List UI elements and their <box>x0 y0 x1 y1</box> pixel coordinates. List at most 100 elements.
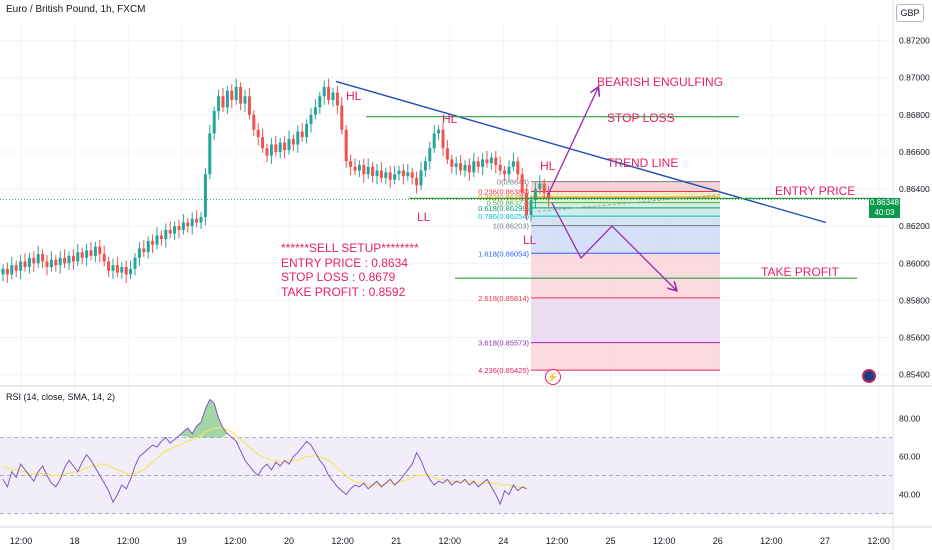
candle-body <box>375 170 379 177</box>
candle-body <box>212 111 216 134</box>
label-hl-3: HL <box>540 159 556 173</box>
fibonacci-retracement[interactable]: 0(0.8644)0.236(0.86387)0.382(0.86357)0.5… <box>478 178 720 375</box>
time-tick-label: 12:00 <box>546 536 569 546</box>
price-tick-label: 0.87200 <box>899 36 930 46</box>
time-tick-label: 12:00 <box>224 536 247 546</box>
candle-body <box>10 265 14 275</box>
fib-zone <box>531 197 720 203</box>
rsi-ma-line <box>2 427 527 488</box>
candle-body <box>85 250 89 258</box>
candle-body <box>305 124 309 138</box>
price-tick-label: 0.85800 <box>899 295 930 305</box>
price-tick-label: 0.86800 <box>899 110 930 120</box>
price-tick-label: 0.85600 <box>899 333 930 343</box>
candle-body <box>472 161 476 173</box>
rsi-title[interactable]: RSI (14, close, SMA, 14, 2) <box>6 392 116 402</box>
rsi-tick-label: 60.00 <box>899 452 921 462</box>
current-price-badge: 0.86348 40:03 <box>869 198 900 218</box>
candle-body <box>283 142 287 151</box>
fib-level-label: 1(0.86203) <box>493 222 530 231</box>
candle-body <box>538 183 542 190</box>
symbol-title[interactable]: Euro / British Pound, 1h, FXCM <box>6 4 146 15</box>
candle-body <box>296 131 300 145</box>
candle-body <box>437 129 441 134</box>
candle-body <box>107 261 111 271</box>
label-stop-loss: STOP LOSS <box>607 111 675 125</box>
candle-body <box>256 129 260 138</box>
grid <box>0 22 893 520</box>
candle-body <box>274 144 278 152</box>
candle-body <box>423 161 427 171</box>
fib-level-label: 0.236(0.86387) <box>478 187 529 196</box>
candle-body <box>494 157 498 165</box>
candle-body <box>384 172 388 178</box>
candle-body <box>45 261 49 268</box>
rsi-line <box>2 398 527 506</box>
candle-body <box>54 259 58 266</box>
lightning-icon[interactable]: ⚡ <box>545 369 561 385</box>
candle-body <box>450 159 454 167</box>
candle-body <box>230 90 234 100</box>
candle-body <box>5 268 9 275</box>
rsi-tick-label: 40.00 <box>899 490 921 500</box>
candle-body <box>41 254 45 262</box>
candle-body <box>168 229 172 234</box>
candle-body <box>503 170 507 175</box>
fib-zone <box>531 216 720 226</box>
setup-entry: ENTRY PRICE : 0.8634 <box>281 255 408 270</box>
candle-body <box>287 138 291 151</box>
candle-body <box>507 166 511 175</box>
candle-body <box>124 267 128 275</box>
candle-body <box>115 265 119 273</box>
time-tick-label: 12:00 <box>867 536 890 546</box>
candle-body <box>481 159 485 167</box>
candle-body <box>520 174 524 193</box>
candle-body <box>533 189 537 201</box>
candle-body <box>489 157 493 164</box>
candle-body <box>225 90 229 108</box>
candle-body <box>186 222 190 227</box>
candle-body <box>498 164 502 171</box>
candle-body <box>89 250 93 256</box>
candle-body <box>146 241 150 253</box>
candle-body <box>476 161 480 167</box>
candle-body <box>129 268 133 275</box>
candle-body <box>467 164 471 173</box>
candle-body <box>1 268 5 275</box>
candle-body <box>203 174 207 217</box>
candle-body <box>243 96 247 104</box>
candle-body <box>195 218 199 223</box>
fib-zone <box>531 297 720 343</box>
candle-body <box>252 114 256 130</box>
candle-body <box>32 257 36 264</box>
setup-stop: STOP LOSS : 0.8679 <box>281 270 396 285</box>
price-tick-label: 0.86400 <box>899 184 930 194</box>
fib-zone <box>531 202 720 208</box>
candle-body <box>133 257 137 269</box>
label-ll-2: LL <box>523 233 537 247</box>
drawing-overlay[interactable] <box>0 80 893 290</box>
setup-tp: TAKE PROFIT : 0.8592 <box>281 284 406 299</box>
candle-body <box>19 261 23 271</box>
candle-body <box>313 107 317 115</box>
candle-body <box>181 222 185 230</box>
candle-body <box>278 142 282 152</box>
label-take-profit: TAKE PROFIT <box>761 265 839 279</box>
fib-level-label: 0.786(0.86254) <box>478 212 529 221</box>
candle-body <box>419 170 423 186</box>
arrow-bearish <box>547 88 598 196</box>
time-tick-label: 12:00 <box>653 536 676 546</box>
candlestick-series <box>1 78 551 283</box>
candle-body <box>406 172 410 177</box>
candle-body <box>199 216 203 223</box>
currency-badge[interactable]: GBP <box>896 4 924 22</box>
globe-icon[interactable] <box>862 369 876 383</box>
time-tick-label: 26 <box>713 536 723 546</box>
fib-zone <box>531 253 720 298</box>
candle-body <box>366 166 370 175</box>
price-tick-label: 0.85400 <box>899 370 930 380</box>
price-tick-label: 0.86000 <box>899 258 930 268</box>
candle-body <box>529 200 533 216</box>
